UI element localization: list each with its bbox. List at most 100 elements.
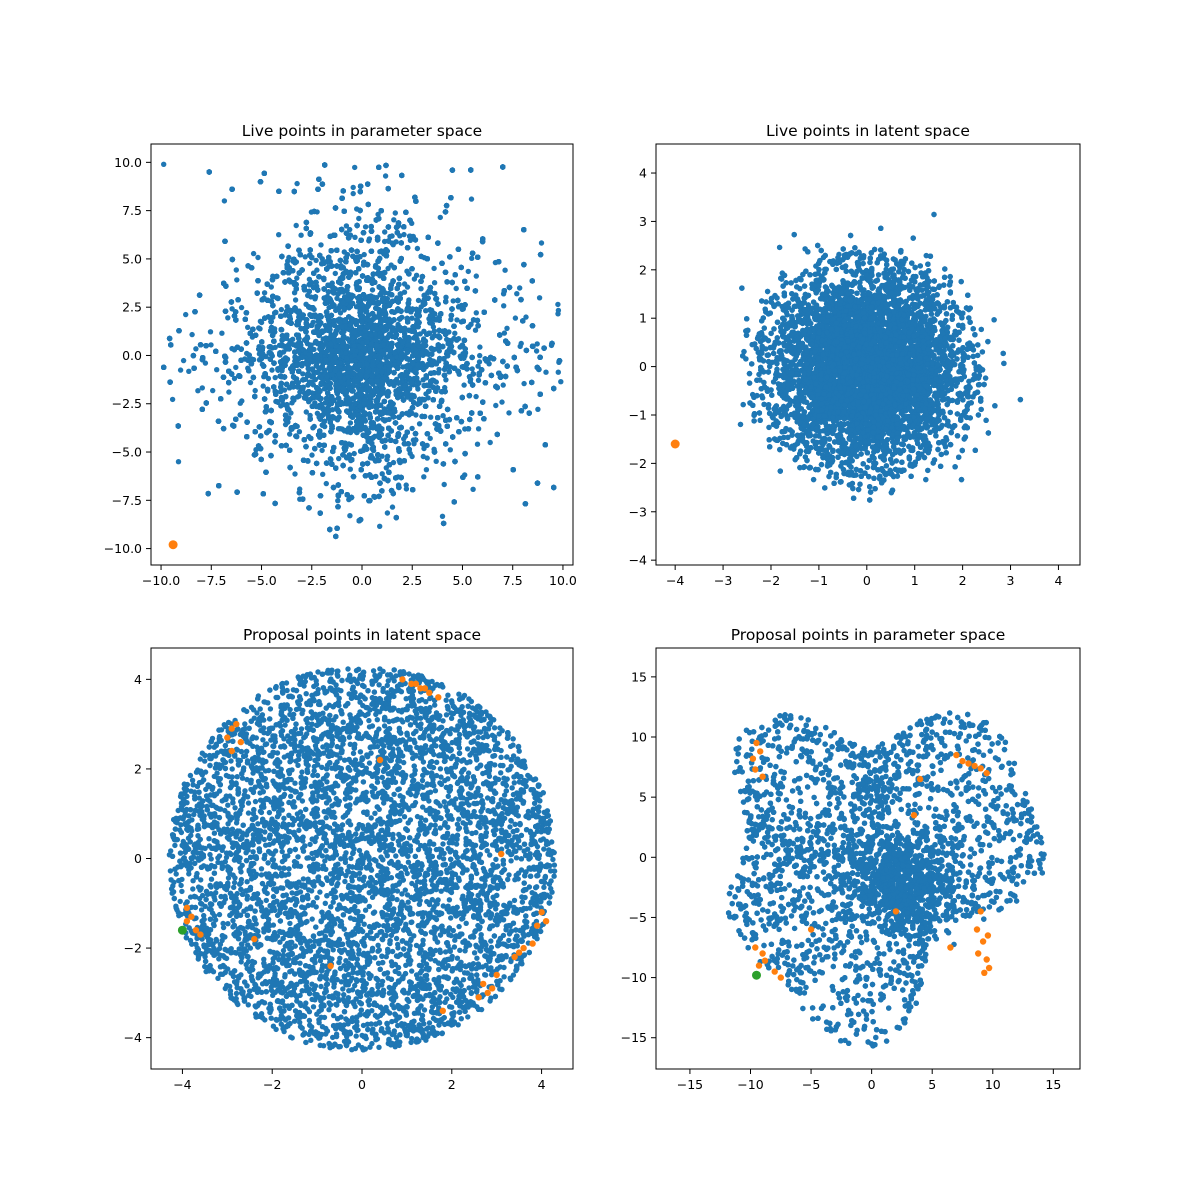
point <box>389 504 396 510</box>
point <box>473 273 479 279</box>
point <box>328 456 334 463</box>
point <box>286 254 292 261</box>
point <box>448 316 454 323</box>
point <box>538 240 545 246</box>
point <box>292 297 299 303</box>
point <box>233 364 239 371</box>
point <box>292 471 298 477</box>
point <box>347 226 353 233</box>
point <box>453 285 459 292</box>
point <box>350 184 356 191</box>
point <box>439 513 446 519</box>
point <box>428 414 434 420</box>
point <box>416 421 423 427</box>
point <box>413 272 420 278</box>
point <box>534 341 540 347</box>
point <box>272 344 278 350</box>
point <box>420 453 426 460</box>
point <box>278 403 284 409</box>
point <box>392 210 398 216</box>
point <box>294 180 300 187</box>
point <box>318 242 324 248</box>
point <box>440 413 446 419</box>
point <box>343 223 350 229</box>
point <box>421 474 427 480</box>
point <box>233 267 239 273</box>
point <box>409 315 415 321</box>
point <box>468 196 475 202</box>
point <box>180 357 187 364</box>
point <box>521 380 527 387</box>
point <box>424 442 430 449</box>
point <box>477 352 483 359</box>
point <box>441 481 447 488</box>
point <box>555 369 561 375</box>
point <box>470 486 476 492</box>
point <box>296 393 302 399</box>
point <box>380 416 386 422</box>
point <box>501 303 507 309</box>
point <box>409 453 415 460</box>
point <box>384 456 390 463</box>
point <box>384 510 391 516</box>
point <box>379 471 385 477</box>
point <box>433 458 439 464</box>
point <box>332 270 338 277</box>
point <box>499 399 505 405</box>
point <box>161 161 167 167</box>
point <box>269 367 275 373</box>
point <box>281 387 288 393</box>
point <box>255 254 261 261</box>
point <box>512 315 519 321</box>
point <box>362 224 369 230</box>
point <box>403 486 410 492</box>
series-blue <box>161 161 564 540</box>
point <box>336 455 342 462</box>
point <box>506 410 512 416</box>
point <box>260 383 266 389</box>
point <box>294 275 300 281</box>
point <box>407 237 414 243</box>
point <box>210 387 216 394</box>
point <box>261 290 268 296</box>
point <box>404 410 410 416</box>
point <box>418 286 424 292</box>
point <box>401 289 408 295</box>
point <box>517 285 523 291</box>
point <box>272 374 278 381</box>
point <box>258 319 265 326</box>
point <box>401 231 407 238</box>
point <box>225 315 231 321</box>
point <box>367 455 374 461</box>
point <box>361 251 367 258</box>
point <box>356 215 362 222</box>
point <box>207 329 214 335</box>
point <box>335 498 341 504</box>
point <box>284 304 290 310</box>
point <box>427 435 433 442</box>
point <box>303 409 309 415</box>
point <box>302 254 308 260</box>
point <box>347 513 353 519</box>
chart-panel-1: −10.0 −7.5 −5.0 −2.5 0.0 2.5 5.0 7.5 10.0−10.0−7… <box>104 122 577 588</box>
point <box>247 379 254 386</box>
point <box>231 375 238 382</box>
point <box>347 420 354 426</box>
point <box>476 359 483 365</box>
point <box>452 330 458 336</box>
point <box>477 344 483 350</box>
point <box>238 304 245 311</box>
point <box>555 311 561 317</box>
point <box>409 425 415 432</box>
point <box>347 466 353 472</box>
point <box>447 447 453 453</box>
point <box>415 297 422 304</box>
point <box>375 211 381 218</box>
point <box>352 164 358 171</box>
point <box>475 363 481 369</box>
point <box>431 280 438 286</box>
point <box>350 190 356 197</box>
point <box>469 366 475 372</box>
point <box>436 366 442 373</box>
point <box>308 294 314 300</box>
